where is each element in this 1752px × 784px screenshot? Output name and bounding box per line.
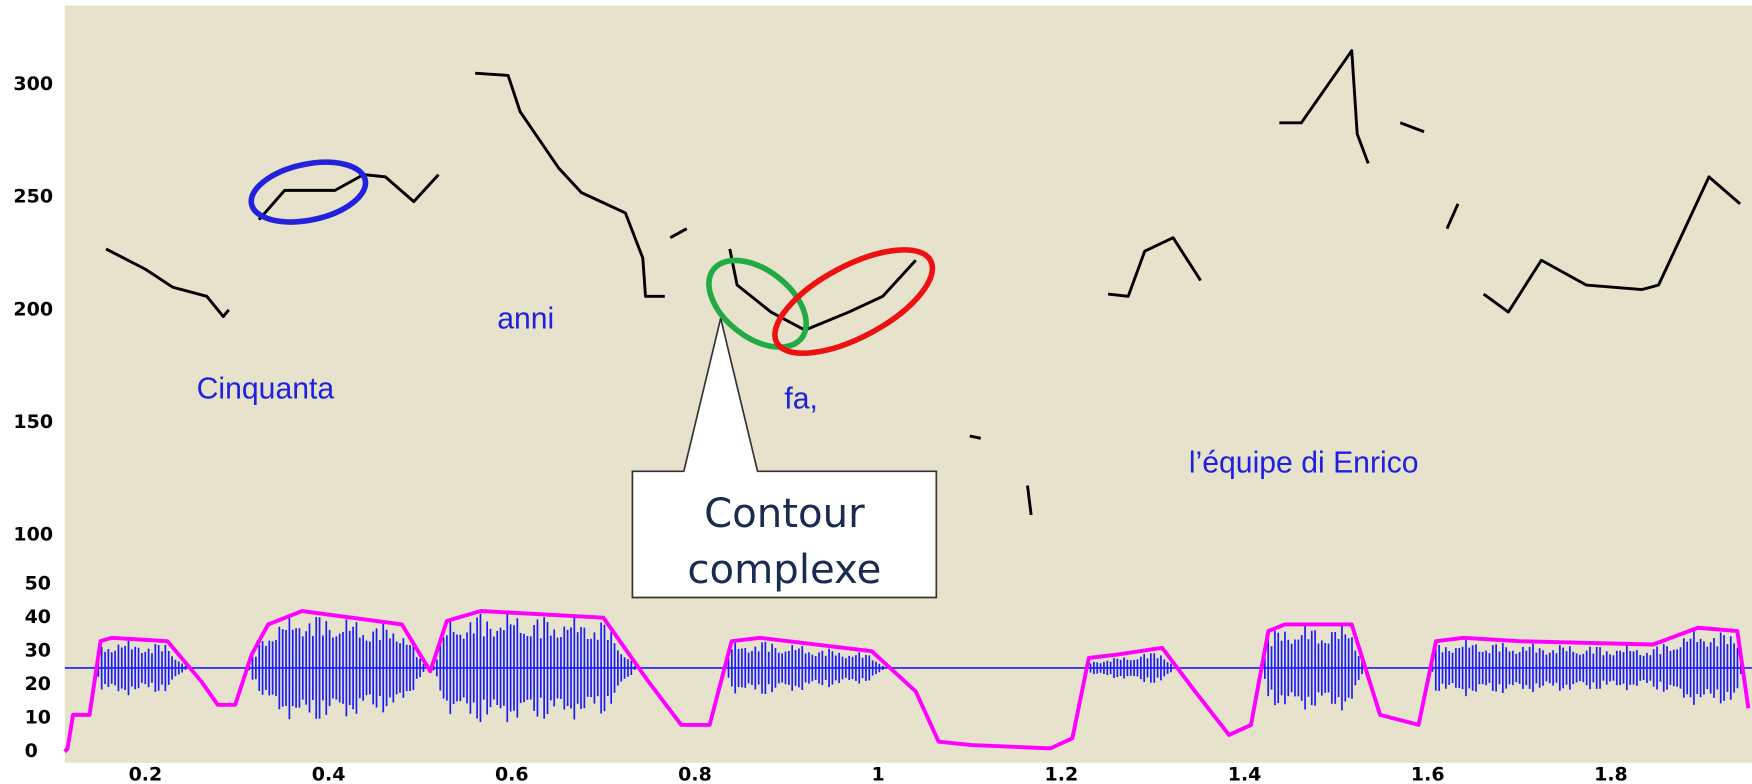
- y2-tick-label: 50: [25, 573, 51, 595]
- highlight-ellipse: [706, 257, 809, 350]
- y-tick-label: 300: [13, 73, 53, 95]
- y2-tick-label: 30: [25, 640, 51, 662]
- annotation: fa,: [784, 383, 818, 416]
- x-tick-label: 1.8: [1594, 764, 1628, 784]
- y-tick-label: 100: [13, 524, 53, 546]
- x-tick-label: 1.6: [1411, 764, 1445, 784]
- y-tick-label: 150: [13, 411, 53, 433]
- callout-box: [631, 318, 938, 599]
- x-tick-label: 0.4: [312, 764, 346, 784]
- x-tick-label: 0.6: [495, 764, 529, 784]
- highlight-ellipse: [248, 159, 369, 225]
- highlight-ellipse: [772, 247, 936, 356]
- y2-tick-label: 0: [25, 740, 38, 762]
- x-tick-label: 1.4: [1228, 764, 1262, 784]
- labels: 0.2 0.4 0.6 0.8 1 1.2 1.4 1.6 1.8100150200250300…: [13, 73, 1627, 784]
- annotation: anni: [497, 302, 554, 335]
- y2-tick-label: 40: [25, 606, 51, 628]
- callout-text: Contour: [704, 491, 865, 537]
- x-tick-label: 1.2: [1045, 764, 1079, 784]
- y-tick-label: 250: [13, 186, 53, 208]
- x-tick-label: 0.8: [678, 764, 712, 784]
- lines: [63, 49, 1751, 753]
- y2-tick-label: 10: [25, 707, 51, 729]
- annotation: l’équipe di Enrico: [1189, 446, 1419, 479]
- annotation: Cinquanta: [197, 373, 335, 406]
- callout-text: complexe: [687, 547, 881, 593]
- intensity-line: [63, 609, 1751, 753]
- y-tick-label: 200: [13, 298, 53, 320]
- y2-tick-label: 20: [25, 673, 51, 695]
- x-tick-label: 1: [872, 764, 885, 784]
- x-tick-label: 0.2: [129, 764, 163, 784]
